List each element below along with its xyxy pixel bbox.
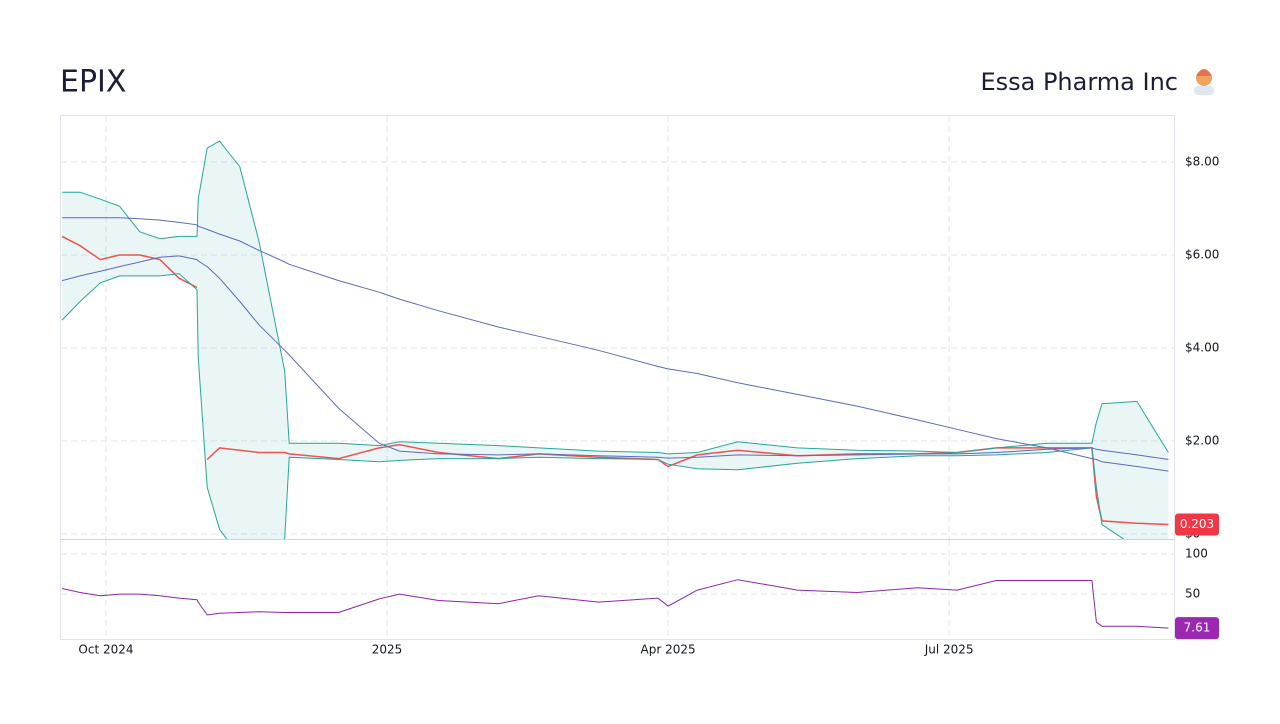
series-line (62, 217, 1169, 472)
last-value-label: 0.203 (1180, 517, 1214, 531)
series-line (61, 255, 1169, 460)
y-tick-label: $6.00 (1185, 247, 1219, 261)
y-tick-label: $8.00 (1185, 155, 1219, 169)
series-line (61, 579, 1169, 629)
x-tick-label: Jul 2025 (924, 643, 974, 657)
y-tick-label: $2.00 (1185, 433, 1219, 447)
x-tick-label: 2025 (372, 643, 403, 657)
band-fill (62, 141, 1169, 539)
y-tick-label: 100 (1185, 547, 1208, 561)
company-name: Essa Pharma Inc (980, 68, 1178, 96)
series-line (62, 140, 1169, 455)
series-line (61, 235, 1169, 526)
x-tick-label: Oct 2024 (78, 643, 133, 657)
y-tick-label: $4.00 (1185, 340, 1219, 354)
plot-frame (60, 115, 1175, 640)
series-line (61, 273, 1125, 539)
ticker: EPIX (60, 65, 126, 100)
y-tick-label: 50 (1185, 587, 1200, 601)
x-tick-label: Apr 2025 (641, 643, 696, 657)
rsi-panel (61, 540, 1174, 639)
price-panel (61, 116, 1174, 539)
scientist-icon (1194, 69, 1214, 95)
last-value-label: 7.61 (1184, 621, 1211, 635)
last-value-badge (1175, 513, 1219, 536)
last-value-badge (1175, 617, 1219, 640)
